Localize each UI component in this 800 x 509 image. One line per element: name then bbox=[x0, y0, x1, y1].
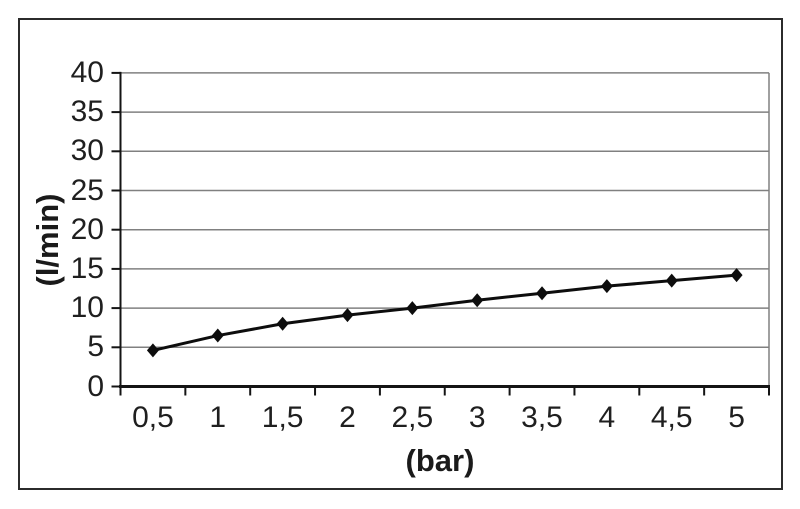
data-point-marker bbox=[536, 286, 549, 301]
data-point-marker bbox=[211, 328, 224, 343]
y-axis-title: (l/min) bbox=[30, 193, 65, 287]
x-axis-title: (bar) bbox=[405, 443, 475, 478]
data-point-marker bbox=[471, 293, 484, 308]
series-line bbox=[151, 273, 739, 352]
data-point-marker bbox=[406, 301, 419, 316]
data-point-marker bbox=[665, 273, 678, 288]
data-point-marker bbox=[341, 308, 354, 323]
data-point-marker bbox=[730, 268, 743, 283]
chart-border bbox=[18, 18, 783, 490]
data-point-marker bbox=[146, 343, 159, 358]
data-point-marker bbox=[600, 279, 613, 294]
data-point-marker bbox=[276, 316, 289, 331]
